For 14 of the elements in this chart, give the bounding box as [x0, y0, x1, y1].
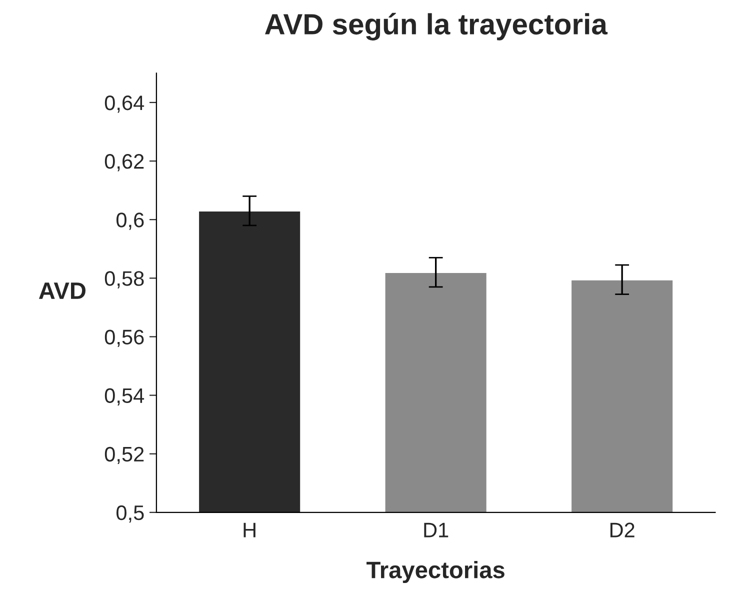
x-tick-label: D1 [424, 522, 448, 538]
y-axis-title: AVD [38, 282, 86, 299]
chart-title: AVD según la trayectoria [265, 12, 608, 40]
y-tick-label: 0,5 [116, 505, 144, 523]
y-tick-label: 0,62 [104, 154, 144, 172]
y-tick-label: 0,6 [116, 212, 144, 230]
y-tick-label: 0,64 [104, 95, 144, 113]
y-tick-label: 0,56 [104, 330, 144, 347]
x-tick-label: D2 [610, 522, 634, 538]
x-axis-title: Trayectorias [366, 560, 504, 583]
y-tick-label: 0,54 [104, 388, 144, 406]
y-tick-label: 0,58 [104, 271, 144, 288]
x-tick-label: H [244, 522, 256, 538]
y-tick-label: 0,52 [104, 446, 144, 464]
